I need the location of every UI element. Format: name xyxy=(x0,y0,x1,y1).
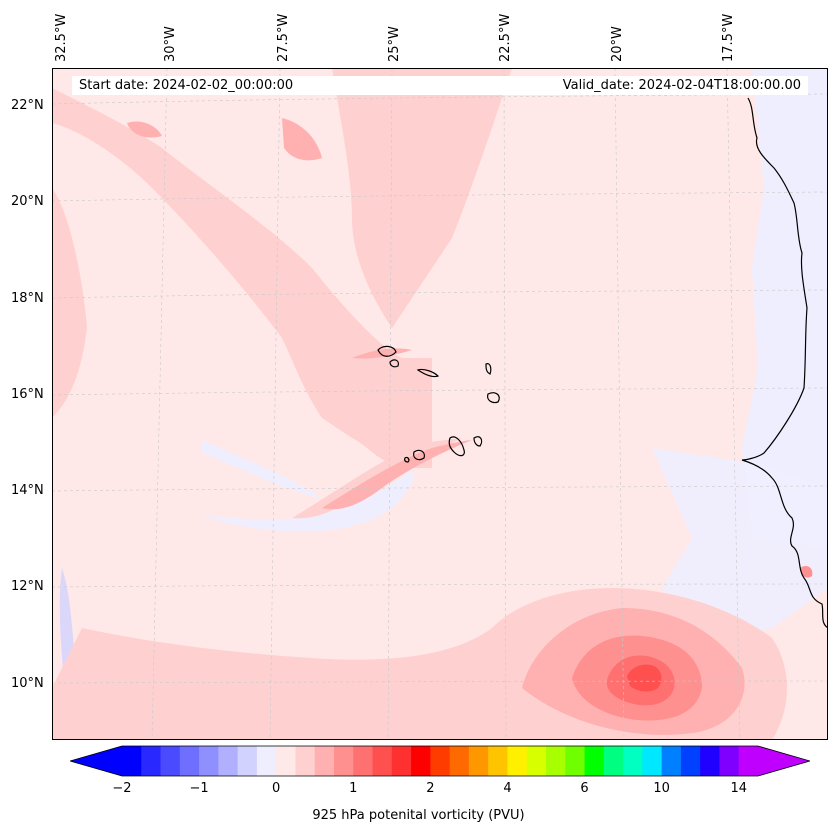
field-red-north-blob2 xyxy=(127,121,162,138)
lon-label-32-5w: 32.5°W xyxy=(54,13,69,62)
african-coastline xyxy=(741,97,828,629)
colorbar-swatch xyxy=(179,746,200,776)
field-red-streak xyxy=(352,348,412,359)
colorbar-swatch xyxy=(430,746,451,776)
lon-label-17-5w: 17.5°W xyxy=(721,13,736,62)
lon-label-27-5w: 27.5°W xyxy=(276,13,291,62)
lat-label-20n: 20°N xyxy=(11,194,44,209)
island-santo-antao xyxy=(377,345,397,357)
island-sao-nicolau xyxy=(416,368,440,378)
colorbar-swatch xyxy=(584,746,605,776)
island-fogo xyxy=(413,449,425,461)
colorbar-swatch xyxy=(141,746,162,776)
colorbar-swatch xyxy=(546,746,566,776)
colorbar-swatch xyxy=(468,746,489,776)
lon-label-22-5w: 22.5°W xyxy=(498,13,513,62)
lat-label-16n: 16°N xyxy=(11,387,44,402)
lon-label-25w: 25°W xyxy=(387,26,402,62)
colorbar-swatch xyxy=(353,746,374,776)
lat-label-18n: 18°N xyxy=(11,291,44,306)
colorbar-outline xyxy=(70,745,810,777)
island-sal xyxy=(485,363,492,375)
colorbar-swatch xyxy=(256,746,277,776)
pv-map-panel xyxy=(52,68,828,740)
map-border xyxy=(52,68,828,740)
colorbar-swatch xyxy=(160,746,181,776)
island-santiago xyxy=(448,436,465,457)
graticule xyxy=(52,68,828,740)
colorbar-swatch xyxy=(661,746,682,776)
colorbar-swatch xyxy=(199,746,219,776)
field-pink-northwest xyxy=(52,88,432,468)
field-red-south-core xyxy=(627,664,662,692)
colorbar-swatch xyxy=(334,746,354,776)
colorbar-swatch xyxy=(372,746,393,776)
colorbar-swatch xyxy=(680,746,701,776)
colorbar-swatch xyxy=(507,746,528,776)
colorbar-swatch xyxy=(700,746,720,776)
colorbar-swatch xyxy=(526,746,547,776)
colorbar-swatch xyxy=(276,746,296,776)
colorbar-extend-max xyxy=(758,746,810,776)
field-red-north-blob xyxy=(282,118,322,161)
island-sao-vicente xyxy=(389,359,399,368)
colorbar-swatch xyxy=(449,746,470,776)
colorbar-swatch xyxy=(314,746,335,776)
lat-label-12n: 12°N xyxy=(11,579,44,594)
colorbar-tick-label: 14 xyxy=(730,781,747,796)
colorbar-swatch xyxy=(411,746,431,776)
lat-label-10n: 10°N xyxy=(11,676,44,691)
colorbar xyxy=(70,745,810,777)
island-maio xyxy=(473,436,483,447)
colorbar-swatch xyxy=(738,746,759,776)
valid-date-label: Valid_date: 2024-02-04T18:00:00.00 xyxy=(452,76,808,95)
lon-label-30w: 30°W xyxy=(163,26,178,62)
colorbar-tick-label: 10 xyxy=(653,781,670,796)
field-pink-west xyxy=(52,188,87,418)
field-red-coast-spot xyxy=(800,565,813,578)
field-blue-arc xyxy=(202,470,414,532)
colorbar-swatch xyxy=(623,746,643,776)
colorbar-title: 925 hPa potenital vorticity (PVU) xyxy=(312,808,525,823)
colorbar-swatch xyxy=(488,746,508,776)
colorbar-swatch xyxy=(237,746,258,776)
lat-label-14n: 14°N xyxy=(11,483,44,498)
coastlines xyxy=(377,97,828,629)
colorbar-tick-label: −1 xyxy=(189,781,209,796)
colorbar-swatch xyxy=(642,746,663,776)
island-boa-vista xyxy=(487,392,500,404)
island-brava xyxy=(404,456,410,463)
lon-label-20w: 20°W xyxy=(610,26,625,62)
colorbar-tick-label: −2 xyxy=(112,781,132,796)
colorbar-tick-label: 6 xyxy=(580,781,589,796)
field-pink-north xyxy=(332,68,512,328)
colorbar-swatch xyxy=(565,746,586,776)
colorbar-swatch xyxy=(218,746,239,776)
field-blue-swirl xyxy=(202,440,322,498)
colorbar-swatch xyxy=(122,746,142,776)
field-blue-south-coast xyxy=(652,448,828,638)
field-blue-east xyxy=(742,68,828,548)
colorbar-tick-label: 2 xyxy=(426,781,435,796)
colorbar-swatch xyxy=(391,746,412,776)
field-red-band xyxy=(322,440,472,510)
colorbar-swatch xyxy=(603,746,624,776)
colorbar-tick-label: 4 xyxy=(503,781,512,796)
lat-label-22n: 22°N xyxy=(11,98,44,113)
colorbar-extend-min xyxy=(70,746,122,776)
colorbar-swatch xyxy=(719,746,740,776)
colorbar-tick-label: 0 xyxy=(272,781,281,796)
colorbar-tick-label: 1 xyxy=(349,781,358,796)
colorbar-swatch xyxy=(295,746,316,776)
start-date-label: Start date: 2024-02-02_00:00:00 xyxy=(72,76,459,95)
